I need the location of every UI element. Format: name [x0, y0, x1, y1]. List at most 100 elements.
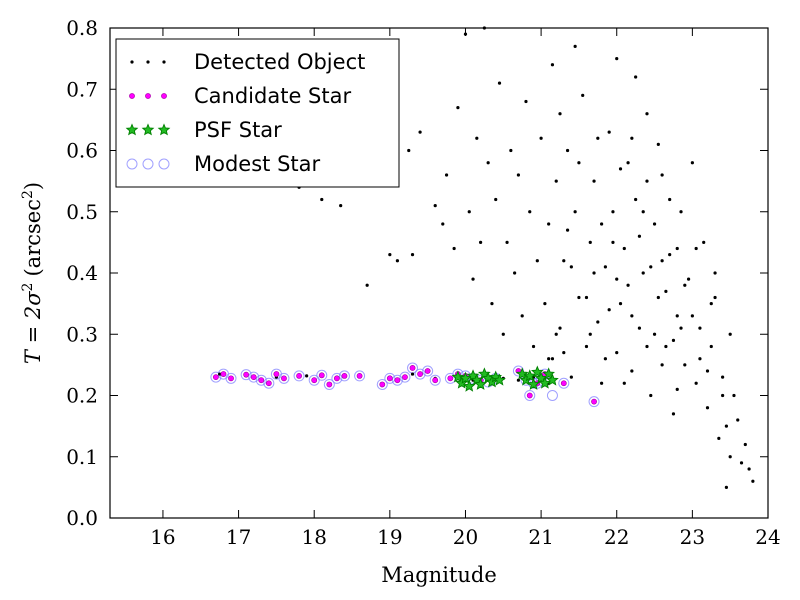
legend-marker — [162, 60, 166, 64]
legend-marker — [130, 60, 134, 64]
modest-star-point — [338, 370, 350, 382]
detected-object-point — [505, 240, 509, 244]
psf-star-point — [530, 365, 544, 378]
y-axis-label-exp1: 2 — [20, 283, 36, 292]
detected-object-point — [698, 357, 702, 361]
modest-star-point — [331, 372, 343, 384]
modest-star-point — [354, 370, 366, 382]
detected-object-point — [686, 277, 691, 281]
detected-object-point — [486, 161, 490, 165]
detected-object-point — [611, 240, 615, 244]
candidate-star-point — [447, 375, 454, 382]
detected-object-point — [418, 130, 422, 134]
y-tick-label: 0.0 — [66, 506, 98, 530]
psf-star-point — [451, 370, 465, 383]
modest-star-point — [308, 374, 320, 386]
modest-star-point — [293, 370, 305, 382]
candidate-star-point — [591, 398, 597, 405]
detected-object-point — [660, 363, 664, 367]
candidate-star-point — [228, 375, 234, 382]
detected-object-point — [569, 265, 573, 269]
modest-star-point — [524, 390, 536, 401]
candidate-star-point — [402, 374, 408, 381]
detected-object-point — [660, 259, 664, 263]
detected-object-point — [724, 485, 729, 489]
psf-star-point — [538, 376, 552, 389]
detected-object-point — [584, 344, 589, 349]
modest-star-point — [278, 372, 290, 384]
x-tick-label: 16 — [150, 525, 175, 549]
y-tick-label: 0.2 — [66, 384, 98, 408]
detected-object-point — [618, 302, 623, 306]
detected-object-point — [649, 393, 653, 398]
y-axis-label-prefix: T = 2σ — [21, 291, 45, 364]
y-tick-label: 0.4 — [66, 261, 98, 285]
detected-object-point — [471, 277, 475, 281]
detected-object-point — [724, 424, 729, 428]
detected-object-point — [588, 240, 592, 244]
modest-star-point — [558, 377, 570, 389]
modest-star-point — [414, 368, 426, 380]
x-axis-label: Magnitude — [381, 563, 497, 587]
modest-star-point — [316, 369, 328, 381]
detected-object-point — [452, 246, 456, 251]
detected-object-point — [747, 467, 751, 471]
detected-object-point — [607, 308, 611, 312]
y-tick-label: 0.5 — [66, 200, 98, 224]
psf-star-point — [515, 367, 529, 380]
detected-object-point — [615, 57, 619, 61]
detected-object-point — [565, 148, 570, 153]
detected-object-point — [728, 455, 732, 459]
detected-object-point — [596, 320, 600, 324]
candidate-star-point — [296, 372, 302, 379]
candidate-star-point — [281, 375, 287, 382]
legend: Detected Object Candidate Star PSF Star Mod… — [115, 38, 400, 188]
detected-object-point — [478, 240, 483, 244]
candidate-star-point — [417, 371, 423, 377]
candidate-star-point — [273, 371, 280, 377]
detected-object-point — [622, 381, 626, 385]
plot-marks — [210, 26, 755, 489]
x-tick-label: 19 — [377, 525, 402, 549]
legend-marker — [142, 158, 154, 170]
y-axis-label-close: ) — [21, 182, 45, 190]
detected-object-point — [683, 363, 687, 367]
detected-object-point — [622, 246, 626, 251]
detected-object-point — [615, 351, 619, 355]
detected-object-point — [736, 418, 740, 422]
detected-object-point — [562, 259, 566, 263]
detected-object-point — [218, 372, 222, 376]
detected-object-point — [365, 283, 369, 287]
detected-object-point — [630, 314, 634, 318]
detected-object-point — [490, 302, 494, 306]
candidate-star-point — [432, 377, 439, 384]
detected-object-point — [558, 112, 562, 116]
detected-object-point — [600, 381, 604, 385]
modest-star-point — [588, 396, 600, 408]
candidate-star-point — [311, 377, 318, 384]
modest-star-point — [225, 372, 237, 384]
modest-star-point — [422, 365, 434, 377]
detected-object-point — [645, 112, 649, 116]
legend-item-psf-star: PSF Star — [125, 118, 282, 142]
modest-star-point — [391, 374, 403, 386]
legend-label: Modest Star — [194, 152, 320, 176]
detected-object-point — [592, 271, 596, 275]
legend-item-candidate-star: Candidate Star — [129, 84, 351, 108]
detected-object-point — [543, 302, 547, 306]
detected-object-point — [630, 136, 634, 140]
psf-star-series — [451, 365, 559, 392]
candidate-star-point — [333, 375, 340, 382]
legend-label: PSF Star — [194, 118, 282, 142]
candidate-star-point — [220, 371, 227, 377]
psf-star-point — [523, 369, 537, 382]
detected-object-point — [410, 372, 415, 376]
detected-object-point — [547, 222, 551, 226]
detected-object-point — [577, 295, 581, 300]
psf-star-point — [459, 371, 472, 384]
legend-marker — [157, 123, 171, 136]
legend-marker — [145, 93, 151, 99]
detected-object-point — [554, 179, 558, 183]
detected-object-point — [520, 314, 524, 318]
